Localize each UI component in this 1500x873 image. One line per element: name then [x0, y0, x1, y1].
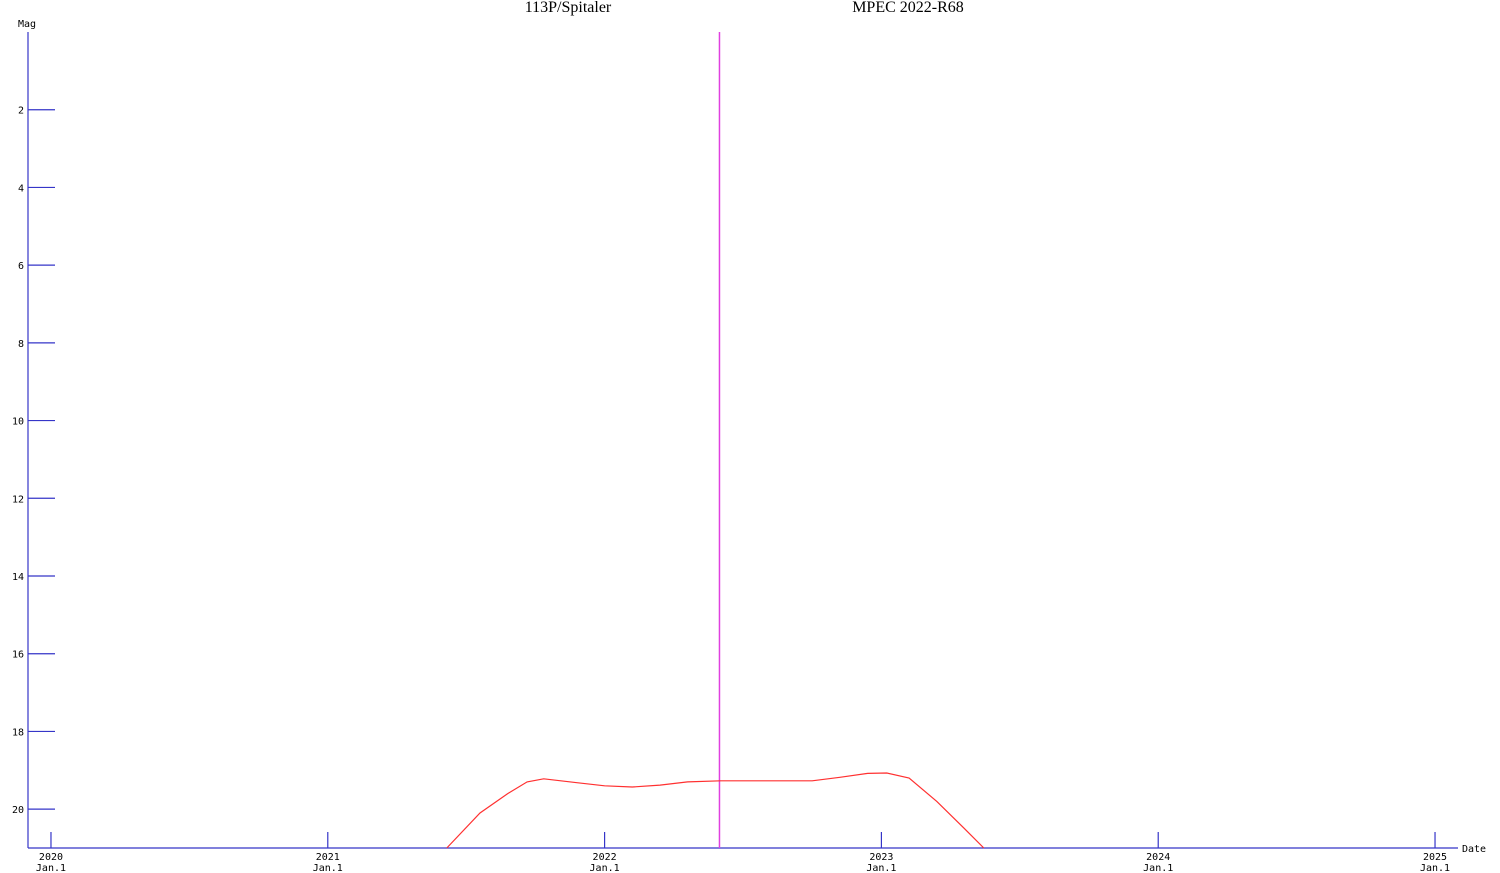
y-tick-label: 16	[12, 650, 24, 661]
y-tick-label: 8	[18, 339, 24, 350]
x-tick-label: 2025	[1423, 852, 1447, 863]
x-tick-label: 2022	[593, 852, 617, 863]
x-tick-sublabel: Jan.1	[1143, 863, 1173, 873]
y-tick-label: 12	[12, 494, 24, 505]
x-tick-label: 2023	[869, 852, 893, 863]
x-tick-label: 2021	[316, 852, 340, 863]
magnitude-curve	[446, 772, 985, 849]
y-tick-label: 18	[12, 727, 24, 738]
y-tick-label: 2	[18, 106, 24, 117]
x-tick-label: 2020	[39, 852, 63, 863]
x-axis-label: Date	[1462, 844, 1486, 855]
x-tick-sublabel: Jan.1	[313, 863, 343, 873]
x-tick-sublabel: Jan.1	[36, 863, 66, 873]
y-tick-label: 6	[18, 261, 24, 272]
x-tick-sublabel: Jan.1	[590, 863, 620, 873]
y-tick-label: 4	[18, 183, 24, 194]
chart-subtitle: MPEC 2022-R68	[852, 0, 964, 16]
x-tick-label: 2024	[1146, 852, 1170, 863]
y-axis-label: Mag	[18, 19, 36, 30]
chart-title: 113P/Spitaler	[525, 0, 612, 16]
x-tick-sublabel: Jan.1	[1420, 863, 1450, 873]
y-tick-label: 20	[12, 805, 24, 816]
y-tick-label: 14	[12, 572, 24, 583]
x-tick-sublabel: Jan.1	[866, 863, 896, 873]
y-tick-label: 10	[12, 417, 24, 428]
